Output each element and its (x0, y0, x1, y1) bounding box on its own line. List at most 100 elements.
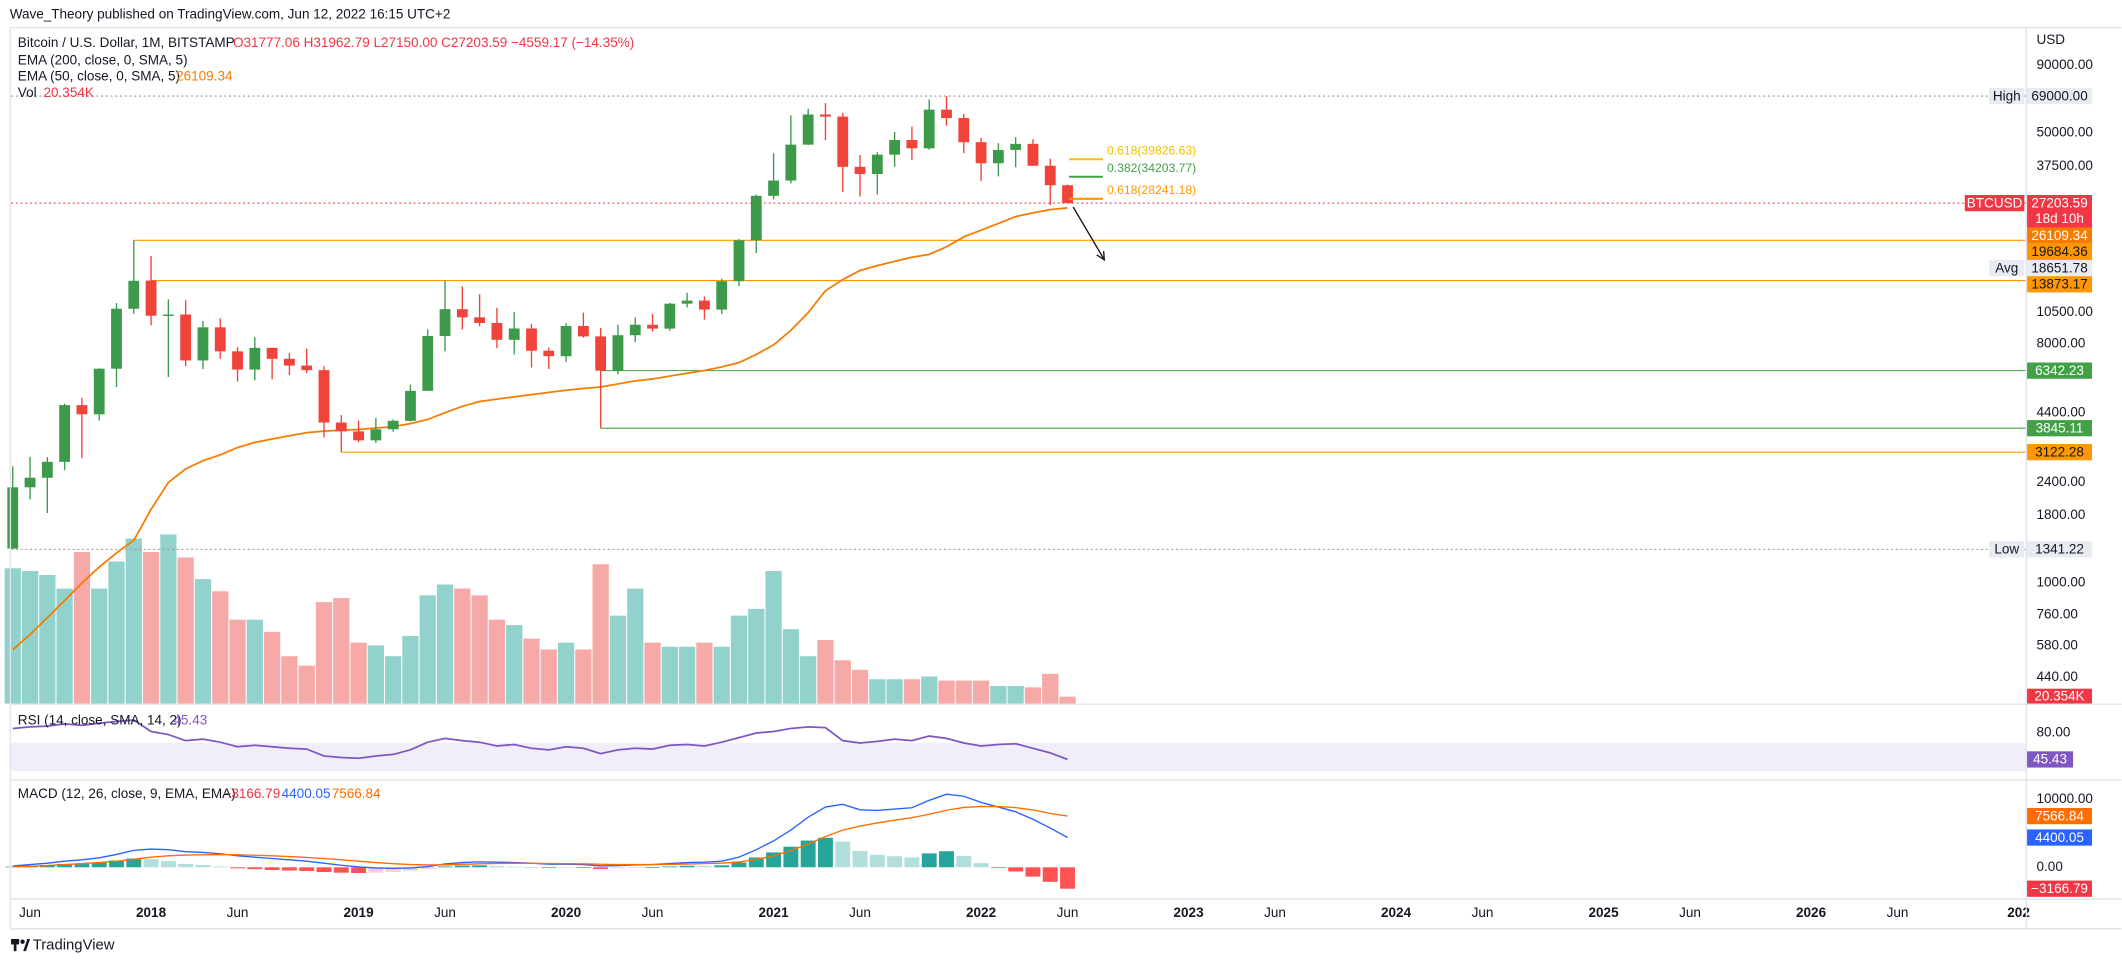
volume-bar (281, 656, 298, 704)
macd-hist-value: −3166.79 (223, 786, 280, 801)
volume-bar (402, 635, 419, 704)
volume-bar (194, 579, 212, 704)
candle-body (301, 365, 313, 371)
price-tag-label: 6342.23 (2035, 363, 2084, 378)
candle-body (560, 325, 572, 357)
macd-histogram-bar (143, 859, 159, 868)
rsi-tick-label: 80.00 (2037, 725, 2071, 740)
x-tick-label: 2023 (1174, 905, 1205, 920)
macd-tag (2027, 829, 2093, 846)
x-tick-label: 202 (2007, 905, 2030, 920)
candle-body (162, 314, 174, 316)
candle-body (698, 300, 710, 310)
candle-body (128, 280, 140, 309)
volume-bar (177, 557, 194, 704)
macd-histogram-bar (281, 867, 297, 871)
candle-body (422, 336, 434, 391)
macd-histogram-bar (351, 867, 367, 874)
rsi-tag (2027, 751, 2074, 768)
x-tick-label: Jun (642, 905, 664, 920)
candle-body (7, 487, 19, 549)
volume-tag (2027, 688, 2093, 704)
macd-histogram-bar (558, 867, 574, 868)
x-tick-label: 2025 (1589, 905, 1620, 920)
macd-histogram-bar (1042, 867, 1058, 882)
candle-body (975, 142, 987, 164)
candle-body (283, 358, 295, 366)
candle-body (612, 335, 624, 371)
candle-body (1010, 143, 1022, 150)
macd-histogram-bar (1025, 867, 1041, 877)
macd-histogram-bar (731, 862, 747, 868)
candle-body (370, 429, 382, 441)
macd-histogram-bar (627, 867, 643, 868)
macd-histogram-bar (74, 863, 90, 868)
rsi-value: 45.43 (173, 713, 207, 728)
candle-body (266, 347, 278, 359)
volume-bar (921, 676, 938, 704)
candle-body (785, 144, 797, 181)
volume-bar (56, 588, 73, 704)
macd-histogram-bar (645, 867, 660, 868)
volume-bar (696, 642, 713, 704)
candle-body (387, 420, 399, 430)
volume-bar (333, 598, 350, 704)
volume-bar (315, 602, 333, 704)
price-tag (2027, 87, 2093, 105)
candle-body (197, 327, 209, 361)
candle-body (889, 139, 901, 155)
price-tag (2027, 420, 2093, 437)
candle-body (76, 405, 88, 415)
y-tick-label: 1800.00 (2037, 507, 2086, 522)
volume-bar (212, 591, 229, 704)
vol-value: 20.354K (44, 85, 94, 100)
x-tick-label: Jun (849, 905, 871, 920)
x-tick-label: 2024 (1381, 905, 1412, 920)
y-tick-label: 50000.00 (2037, 125, 2093, 140)
volume-bar (800, 656, 817, 704)
volume-bar (765, 570, 782, 704)
macd-histogram-bar (973, 863, 989, 868)
volume-bar (782, 629, 799, 704)
y-tick-label: 90000.00 (2037, 57, 2093, 72)
y-tick-label: 2400.00 (2037, 474, 2086, 489)
price-tag-sub: 18d 10h (2035, 211, 2084, 226)
candle-body (958, 118, 970, 143)
volume-bar (557, 642, 575, 704)
volume-bar (160, 534, 177, 704)
price-tag-label: 1341.22 (2035, 542, 2084, 557)
candle-body (405, 390, 416, 421)
volume-bar (108, 561, 125, 704)
x-tick-label: Jun (1887, 905, 1909, 920)
volume-bar (713, 646, 730, 704)
fib-label: 0.618(39826.63) (1107, 143, 1196, 157)
macd-histogram-bar (800, 840, 816, 868)
volume-bar (436, 584, 454, 704)
price-tag-name: BTCUSD (1967, 195, 2023, 210)
volume-bar (4, 568, 21, 704)
fib-label: 0.382(34203.77) (1107, 161, 1196, 175)
publisher: Wave_Theory published on TradingView.com… (10, 6, 451, 21)
x-tick-label: 2019 (344, 905, 375, 920)
y-tick-label: 580.00 (2037, 637, 2078, 652)
macd-histogram-bar (852, 850, 868, 868)
volume-bar (730, 615, 748, 704)
macd-histogram-bar (990, 867, 1006, 868)
x-tick-label: Jun (1679, 905, 1701, 920)
macd-histogram-bar (160, 861, 176, 868)
candle-body (837, 116, 849, 167)
volume-bar (350, 642, 367, 704)
macd-histogram-bar (264, 867, 280, 870)
volume-bar (748, 608, 765, 704)
macd-histogram-bar (212, 866, 228, 868)
volume-bar (817, 639, 834, 704)
macd-value: 4400.05 (282, 786, 331, 801)
candle-body (1027, 143, 1039, 166)
rsi-tag-label: 45.43 (2033, 752, 2067, 767)
candle-body (145, 280, 157, 316)
macd-histogram-bar (385, 867, 401, 872)
candle-body (41, 461, 53, 478)
